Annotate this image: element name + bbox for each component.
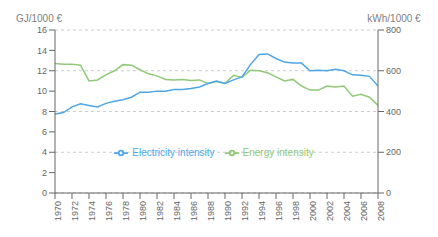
svg-text:4: 4 xyxy=(42,147,47,157)
svg-text:1990: 1990 xyxy=(223,201,233,221)
svg-text:400: 400 xyxy=(386,107,401,117)
svg-text:2008: 2008 xyxy=(376,201,386,221)
html-text:Energy intensity: Energy intensity xyxy=(242,146,314,158)
svg-text:2: 2 xyxy=(42,168,47,178)
svg-text:8: 8 xyxy=(42,107,47,117)
svg-text:16: 16 xyxy=(37,25,47,35)
svg-text:14: 14 xyxy=(37,46,47,56)
svg-text:2006: 2006 xyxy=(359,201,369,221)
svg-text:1984: 1984 xyxy=(172,201,182,221)
svg-text:12: 12 xyxy=(37,66,47,76)
svg-text:1974: 1974 xyxy=(87,201,97,221)
svg-text:1982: 1982 xyxy=(155,201,165,221)
svg-text:1988: 1988 xyxy=(206,201,216,221)
svg-text:1978: 1978 xyxy=(121,201,131,221)
svg-text:2004: 2004 xyxy=(342,201,352,221)
svg-text:1976: 1976 xyxy=(104,201,114,221)
svg-text:1996: 1996 xyxy=(274,201,284,221)
svg-text:1998: 1998 xyxy=(291,201,301,221)
svg-text:1994: 1994 xyxy=(257,201,267,221)
svg-text:1970: 1970 xyxy=(53,201,63,221)
svg-text:0: 0 xyxy=(386,188,391,198)
svg-text:kWh/1000 €: kWh/1000 € xyxy=(367,13,421,24)
svg-text:GJ/1000 €: GJ/1000 € xyxy=(16,13,63,24)
svg-text:6: 6 xyxy=(42,127,47,137)
svg-text:2002: 2002 xyxy=(325,201,335,221)
svg-text:200: 200 xyxy=(386,147,401,157)
svg-text:600: 600 xyxy=(386,66,401,76)
svg-text:2000: 2000 xyxy=(308,201,318,221)
html-text:Electricity intensity: Electricity intensity xyxy=(132,146,215,158)
svg-text:10: 10 xyxy=(37,86,47,96)
svg-text:1986: 1986 xyxy=(189,201,199,221)
svg-text:0: 0 xyxy=(42,188,47,198)
svg-text:1980: 1980 xyxy=(138,201,148,221)
svg-text:1992: 1992 xyxy=(240,201,250,221)
svg-text:1972: 1972 xyxy=(70,201,80,221)
svg-text:800: 800 xyxy=(386,25,401,35)
